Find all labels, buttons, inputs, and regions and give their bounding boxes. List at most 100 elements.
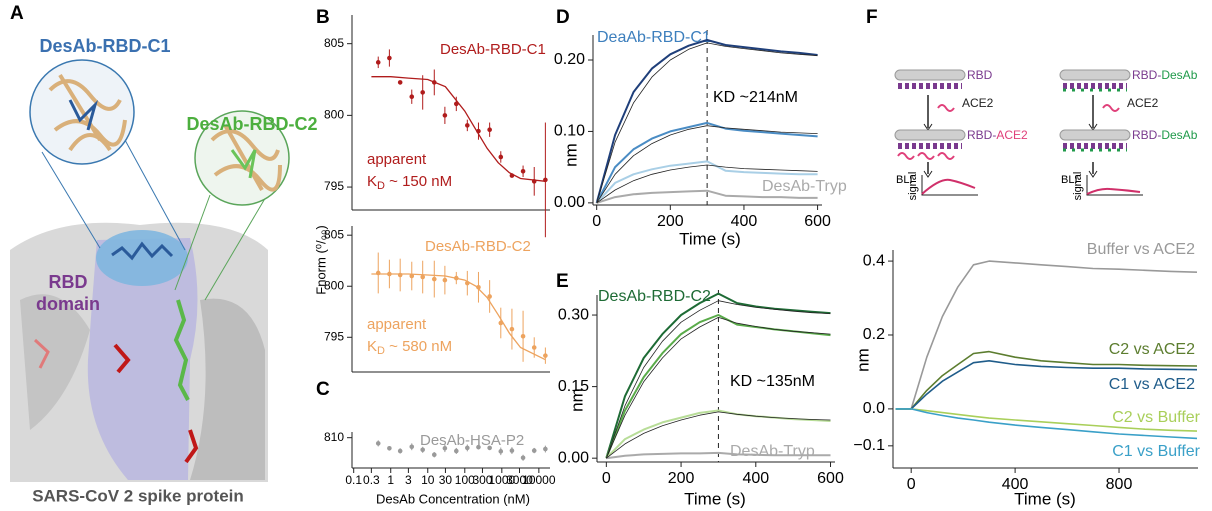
y-axis-label: nm (567, 388, 586, 412)
chart-title: DesAb-RBD-C2 (598, 288, 711, 305)
data-point (487, 445, 492, 451)
y-tick-label: 805 (324, 36, 344, 50)
y-tick-label: 800 (324, 278, 344, 292)
data-point (487, 294, 492, 299)
series-label: C2 vs Buffer (1112, 409, 1200, 426)
y-tick-label: 0.0 (863, 400, 885, 417)
y-tick-label: 0.00 (554, 194, 585, 211)
schematic-right (1059, 69, 1143, 196)
y-tick-label: 0.15 (558, 378, 589, 395)
label-part: RBD- (967, 128, 996, 142)
data-point (509, 326, 515, 332)
binder-label: DesAb-RBD-C2 (186, 114, 317, 134)
domain-label: RBD (49, 272, 88, 292)
zoom-line (41, 151, 101, 249)
y-axis-label: nm (561, 143, 580, 167)
series-line (596, 189, 818, 204)
chart-title: DeaAb-RBD-C1 (597, 29, 711, 46)
arrow-head (1088, 170, 1098, 178)
series-line (895, 360, 1198, 410)
zoom-line (124, 139, 186, 251)
x-tick-label: 0.1 (345, 473, 362, 487)
data-point (397, 448, 403, 454)
schematic-axis: signal (1072, 172, 1084, 201)
data-point (454, 448, 459, 454)
schematic-label: RBD-DesAb (1132, 68, 1198, 82)
x-tick-label: 200 (657, 213, 684, 230)
x-tick-label: 100 (455, 473, 475, 487)
data-point (431, 80, 437, 85)
binder-label: DesAb-RBD-C1 (39, 36, 170, 56)
data-point (420, 274, 425, 280)
series-label: DesAb-Tryp (762, 178, 847, 195)
glycan (33, 338, 50, 369)
label-part: DesAb (1161, 128, 1197, 142)
y-tick-label: 795 (324, 329, 344, 343)
protein-illustration (10, 59, 290, 482)
series-line (895, 260, 1198, 410)
series-label: Buffer vs ACE2 (1087, 241, 1195, 258)
x-tick-label: 1000 (488, 473, 515, 487)
x-axis-label: Time (s) (684, 489, 746, 508)
schematic-label: ACE2 (962, 96, 994, 110)
series-line (605, 317, 831, 459)
data-point (387, 271, 392, 277)
annotation-part: ~ 150 nM (385, 173, 452, 190)
data-point (454, 101, 459, 107)
data-point (465, 445, 470, 451)
cartoon (210, 124, 282, 192)
mini-curve (921, 178, 976, 195)
data-point (431, 276, 437, 282)
y-tick-label: 800 (324, 108, 344, 122)
x-tick-label: 3 (405, 473, 412, 487)
y-tick-label: 795 (324, 179, 344, 193)
annotation: KD ~135nM (730, 373, 815, 390)
x-tick-label: 0 (602, 470, 611, 487)
label-part: RBD- (1132, 68, 1161, 82)
binder-stick (173, 299, 190, 401)
data-point (476, 284, 481, 290)
data-point (498, 320, 504, 326)
schematic-label: ACE2 (1127, 96, 1159, 110)
annotation: KD ~214nM (713, 89, 798, 106)
data-point (509, 448, 515, 453)
series-line (595, 160, 818, 204)
y-axis-label: Fnorm (⁰/₀₀) (313, 225, 328, 294)
y-tick-label: 0.2 (863, 326, 885, 343)
x-axis-label: Time (s) (1014, 489, 1076, 508)
sensor-plate (894, 129, 966, 141)
series-line (596, 125, 818, 204)
data-point (520, 168, 526, 174)
data-point (476, 128, 481, 134)
data-point (476, 444, 481, 450)
cartoon (48, 73, 127, 152)
x-tick-label: 200 (668, 470, 695, 487)
mini-curve (1086, 187, 1141, 195)
sensor-plate (1059, 69, 1131, 81)
chart: −0.1 0.0 0.2 0.4 0 400 800 Time (s) nm Buffer vs … (853, 241, 1200, 508)
x-tick-label: 400 (731, 213, 758, 230)
y-tick-label: 0.20 (554, 51, 585, 68)
glycan (113, 343, 131, 374)
chart: 0.00 0.10 0.20 0 200 400 600 Time (s) nm DeaAb-RB… (554, 29, 847, 248)
x-tick-label: 300 (472, 473, 492, 487)
mini-axis (921, 175, 978, 196)
caption: SARS-CoV 2 spike protein (32, 486, 244, 505)
annotation: KD ~ 150 nM (367, 173, 452, 192)
data-point (509, 173, 515, 178)
series-line (595, 121, 818, 204)
schematic-label: RBD-DesAb (1132, 128, 1198, 142)
glycan (184, 429, 199, 464)
binder-stick (111, 241, 174, 261)
data-point (397, 80, 403, 85)
ace2-icon (937, 104, 955, 112)
zoom-line (174, 194, 211, 291)
y-tick-label: 0.30 (558, 306, 589, 323)
data-point (543, 353, 548, 358)
series-label: DesAb-RBD-C1 (440, 41, 546, 58)
binding-site (96, 230, 188, 286)
series-line (605, 300, 831, 459)
annotation-part: K (367, 173, 377, 190)
